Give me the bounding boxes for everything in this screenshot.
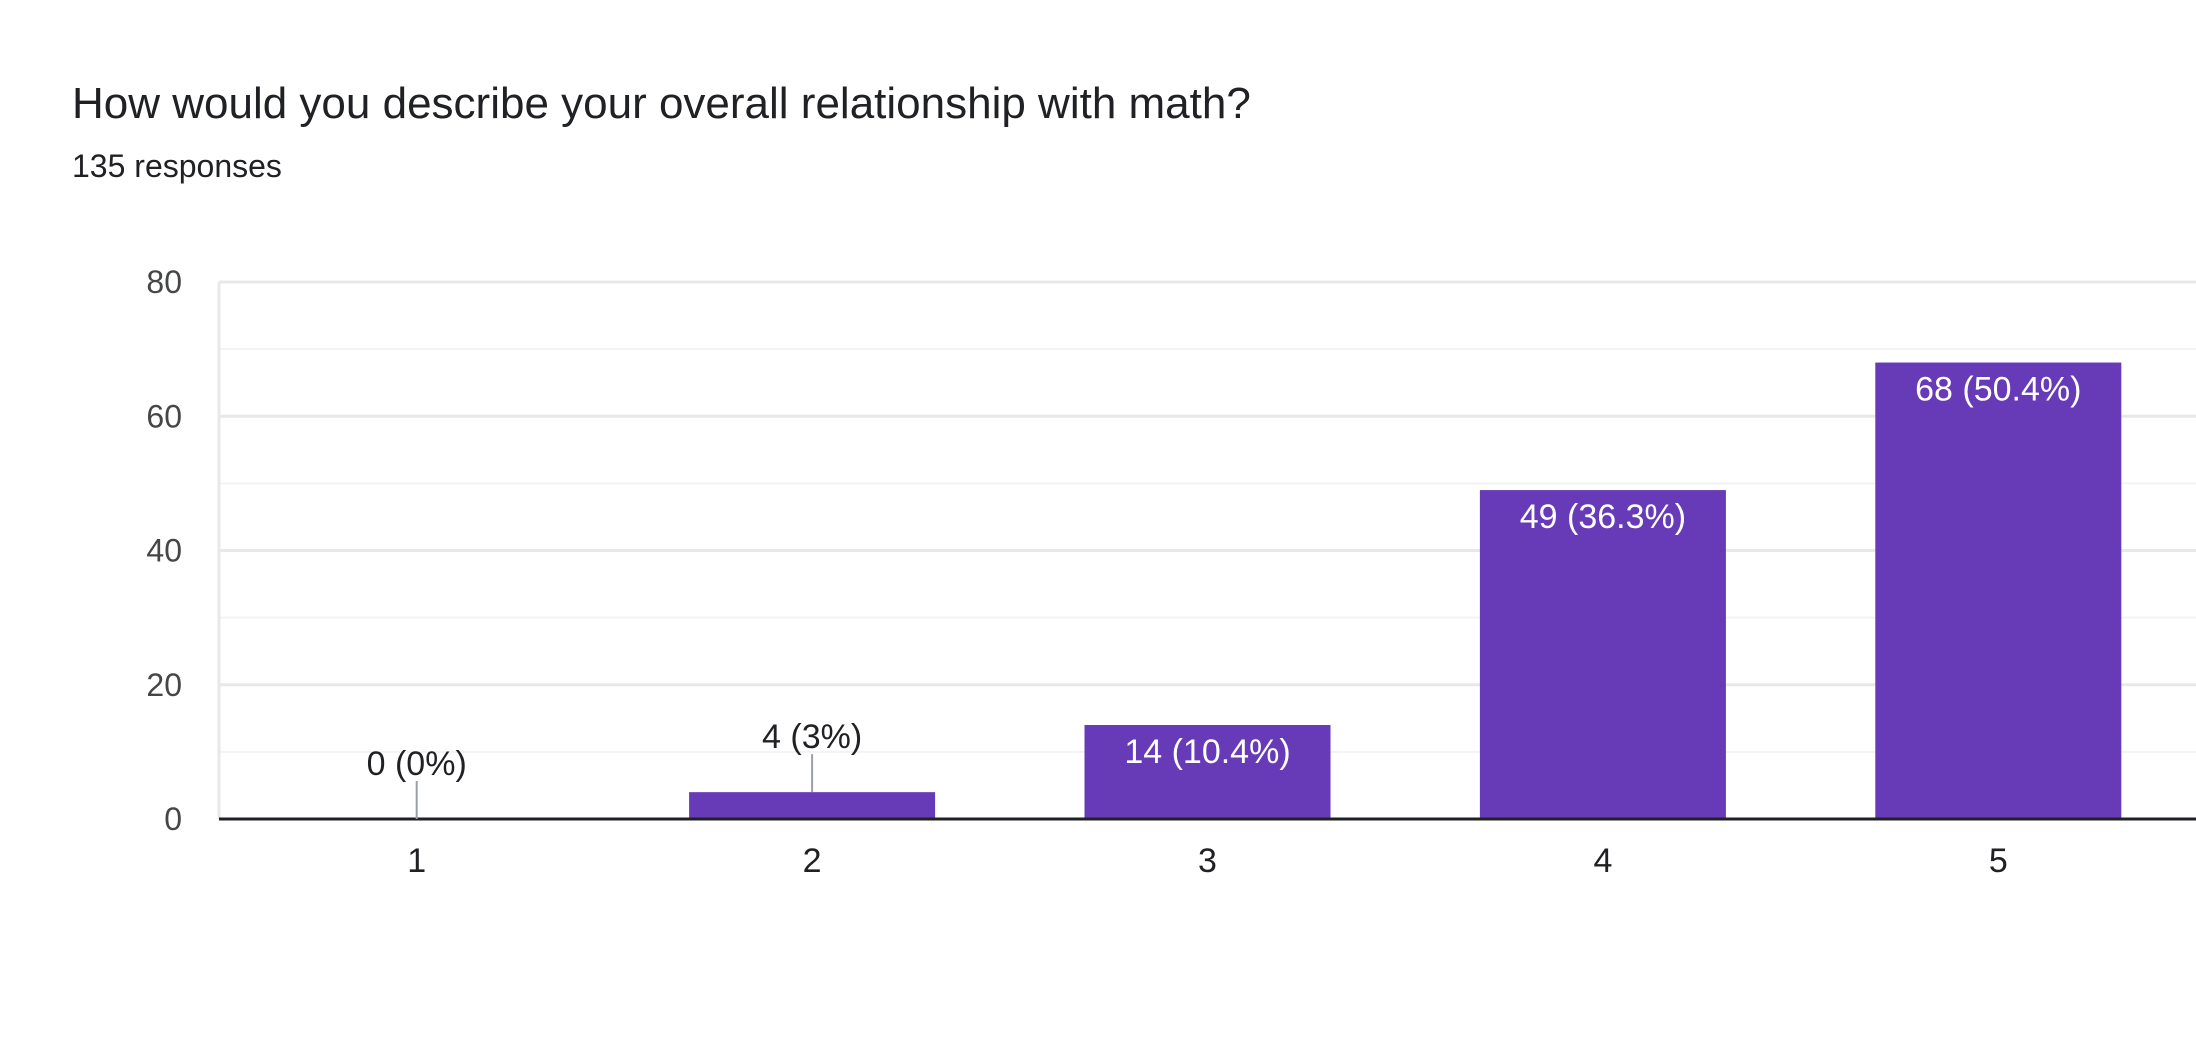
x-tick-label: 3 <box>1198 842 1217 880</box>
y-tick-label: 20 <box>146 667 182 703</box>
bars <box>689 362 2122 819</box>
data-label: 0 (0%) <box>367 745 467 783</box>
y-tick-label: 80 <box>146 264 182 300</box>
y-tick-label: 0 <box>164 801 182 837</box>
bar-3 <box>1084 725 1331 819</box>
y-tick-label: 40 <box>146 533 182 569</box>
x-tick-label: 1 <box>407 842 426 880</box>
data-label: 68 (50.4%) <box>1915 371 2081 409</box>
data-labels: 0 (0%) 4 (3%) 14 (10.4%) 49 (36.3%) 68 (50.4… <box>367 371 2081 819</box>
axes <box>217 282 2196 821</box>
x-tick-label: 4 <box>1593 842 1612 880</box>
data-label: 14 (10.4%) <box>1124 733 1290 771</box>
gridlines <box>219 280 2196 753</box>
bar-2 <box>689 792 936 819</box>
response-count: 135 responses <box>72 148 282 184</box>
x-tick-label: 5 <box>1989 842 2008 880</box>
y-axis-ticks: 0 20 40 60 80 <box>146 264 182 837</box>
chart-title: How would you describe your overall rela… <box>72 79 1251 128</box>
y-tick-label: 60 <box>146 398 182 434</box>
x-tick-label: 2 <box>803 842 822 880</box>
data-label: 4 (3%) <box>762 718 862 756</box>
bar-4 <box>1479 490 1726 819</box>
data-label: 49 (36.3%) <box>1520 498 1686 536</box>
x-axis-labels: 1 2 3 4 5 <box>407 842 2008 880</box>
bar-5 <box>1875 362 2122 819</box>
